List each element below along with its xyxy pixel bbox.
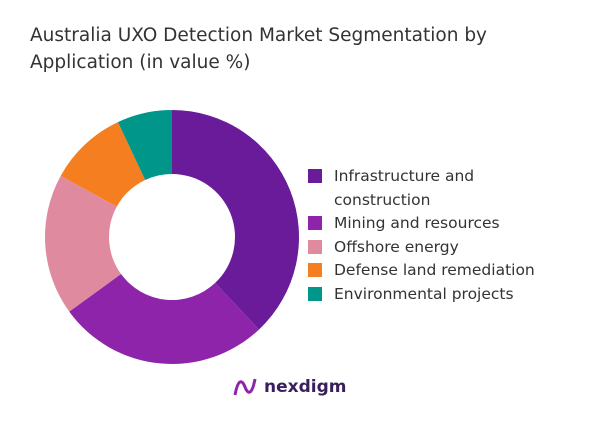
donut-slice-offshore-energy [45, 175, 122, 312]
legend-item: Offshore energy [308, 236, 564, 260]
nexdigm-logo-icon [233, 378, 257, 396]
donut-slice-defense-land-remediation [60, 122, 146, 207]
legend-item: Infrastructure and construction [308, 165, 564, 212]
legend-swatch [308, 169, 322, 183]
logo: nexdigm [232, 376, 346, 398]
donut-slice-environmental-projects [117, 110, 172, 180]
legend-swatch [308, 216, 322, 230]
legend-label: Infrastructure and construction [334, 167, 475, 209]
legend-swatch [308, 239, 322, 254]
legend-item: Mining and resources [308, 212, 564, 236]
legend-swatch [308, 286, 322, 301]
chart-title: Australia UXO Detection Market Segmentat… [30, 25, 488, 73]
logo-text: nexdigm [264, 377, 347, 397]
donut-slice-mining-and-resources [69, 274, 259, 364]
legend-label: Offshore energy [334, 237, 459, 256]
legend-swatch [308, 263, 322, 277]
legend-item: Environmental projects [308, 283, 564, 307]
legend: Infrastructure and construction Mining an… [308, 165, 564, 306]
legend-label: Environmental projects [334, 284, 514, 303]
donut-slice-infrastructure-and-construction [172, 110, 299, 330]
legend-label: Mining and resources [334, 214, 500, 232]
legend-label: Defense land remediation [334, 261, 535, 279]
legend-item: Defense land remediation [308, 259, 564, 283]
